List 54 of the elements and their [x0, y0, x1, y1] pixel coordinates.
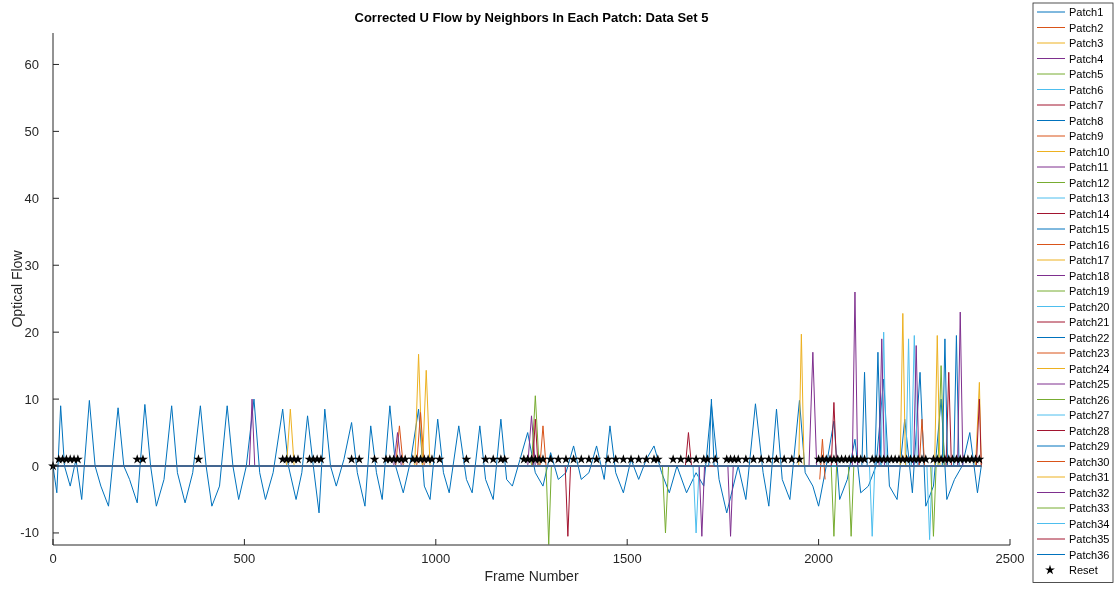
- legend-label: Patch4: [1069, 52, 1104, 65]
- legend-label: Patch1: [1069, 6, 1104, 18]
- legend-label: Patch12: [1069, 176, 1110, 189]
- legend-label: Patch27: [1069, 409, 1110, 421]
- legend-label: Patch31: [1069, 471, 1110, 483]
- legend-label: Patch14: [1069, 207, 1110, 220]
- legend-label: Patch9: [1069, 130, 1104, 142]
- legend-label: Patch19: [1069, 285, 1110, 297]
- legend-label: Reset: [1069, 564, 1098, 576]
- legend-label: Patch16: [1069, 238, 1110, 251]
- x-tick-label: 2500: [995, 551, 1025, 566]
- legend-label: Patch10: [1069, 145, 1110, 158]
- x-tick-label: 2000: [804, 551, 834, 566]
- legend-label: Patch17: [1069, 254, 1110, 266]
- y-tick-label: 0: [31, 458, 39, 474]
- legend-label: Patch18: [1069, 269, 1110, 282]
- legend-label: Patch23: [1069, 347, 1110, 359]
- y-tick-label: 40: [24, 190, 39, 206]
- y-axis-title: Optical Flow: [9, 249, 25, 328]
- y-tick-label: 60: [24, 56, 39, 72]
- legend-label: Patch13: [1069, 192, 1110, 204]
- legend-label: Patch22: [1069, 331, 1110, 344]
- x-tick-label: 500: [233, 551, 256, 566]
- y-tick-label: 20: [24, 324, 39, 340]
- legend-label: Patch7: [1069, 99, 1104, 111]
- x-tick-label: 1000: [421, 551, 451, 566]
- y-tick-label: -10: [20, 525, 39, 541]
- x-tick-label: 1500: [612, 551, 642, 566]
- legend-label: Patch3: [1069, 37, 1104, 49]
- x-axis-title: Frame Number: [484, 568, 579, 584]
- legend-label: Patch28: [1069, 424, 1110, 437]
- legend-label: Patch32: [1069, 486, 1110, 499]
- legend-label: Patch35: [1069, 533, 1110, 545]
- legend-label: Patch20: [1069, 300, 1110, 313]
- legend-label: Patch36: [1069, 548, 1110, 561]
- legend-label: Patch8: [1069, 114, 1104, 127]
- legend-label: Patch2: [1069, 21, 1104, 34]
- legend-label: Patch25: [1069, 378, 1110, 390]
- chart-title: Corrected U Flow by Neighbors In Each Patch: Data Set 5: [354, 10, 709, 25]
- x-tick-label: 0: [49, 551, 57, 566]
- y-tick-label: 30: [24, 257, 39, 273]
- legend-label: Patch15: [1069, 223, 1110, 235]
- legend-label: Patch11: [1069, 161, 1109, 173]
- legend-label: Patch6: [1069, 83, 1104, 96]
- legend-label: Patch29: [1069, 440, 1110, 452]
- legend-label: Patch34: [1069, 517, 1110, 530]
- legend-label: Patch33: [1069, 502, 1110, 514]
- y-tick-label: 10: [24, 391, 39, 407]
- legend-label: Patch24: [1069, 362, 1110, 375]
- legend-label: Patch30: [1069, 455, 1110, 468]
- y-tick-label: 50: [24, 123, 39, 139]
- legend-label: Patch5: [1069, 68, 1104, 80]
- legend-label: Patch26: [1069, 393, 1110, 406]
- legend-label: Patch21: [1069, 316, 1110, 328]
